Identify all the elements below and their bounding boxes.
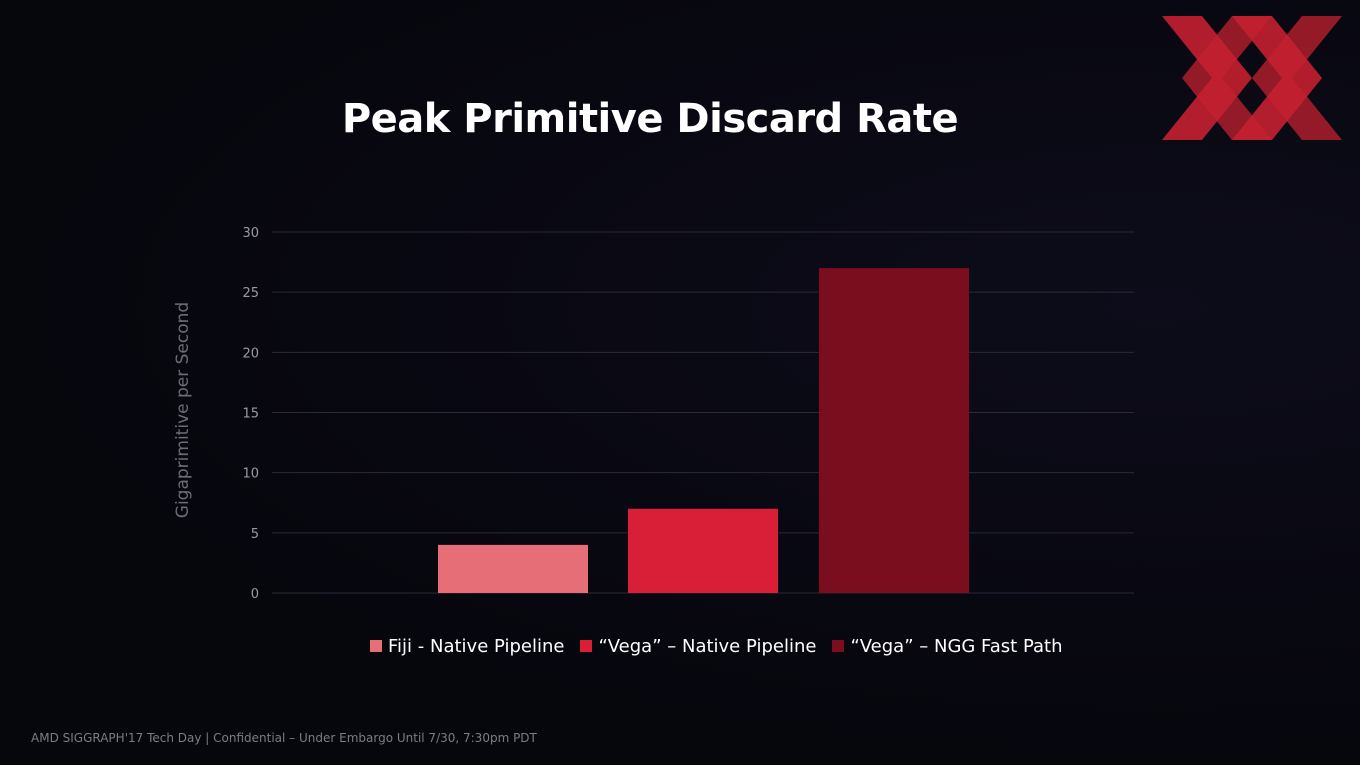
legend-label: “Vega” – Native Pipeline	[598, 635, 817, 657]
legend-item: “Vega” – NGG Fast Path	[832, 635, 1063, 657]
legend-item: Fiji - Native Pipeline	[370, 636, 564, 657]
legend-swatch	[580, 640, 593, 652]
y-tick-label: 0	[251, 587, 259, 602]
y-tick-label: 15	[242, 407, 259, 422]
grid-lines	[272, 231, 1134, 594]
y-tick-label: 30	[242, 226, 259, 241]
legend-swatch	[832, 640, 845, 652]
legend-swatch	[370, 640, 382, 652]
bar	[628, 508, 778, 593]
bar	[819, 268, 969, 593]
bars	[438, 268, 969, 593]
bar	[438, 544, 588, 593]
y-tick-label: 5	[251, 527, 259, 542]
legend-item: “Vega” – Native Pipeline	[580, 636, 816, 657]
footer-text: AMD SIGGRAPH'17 Tech Day | Confidential …	[31, 731, 537, 745]
y-tick-label: 20	[242, 346, 259, 361]
y-axis-label: Gigaprimitive per Second	[173, 301, 193, 519]
y-tick-labels: 0 5 10 15 20 25 30	[242, 226, 259, 602]
legend-label: Fiji - Native Pipeline	[388, 635, 565, 657]
legend-label: “Vega” – NGG Fast Path	[850, 635, 1063, 657]
chart-title: Peak Primitive Discard Rate	[341, 96, 959, 142]
logo-icon	[1162, 16, 1342, 140]
y-tick-label: 10	[242, 467, 259, 482]
y-tick-label: 25	[242, 286, 259, 301]
legend: Fiji - Native Pipeline “Vega” – Native P…	[370, 632, 1079, 660]
